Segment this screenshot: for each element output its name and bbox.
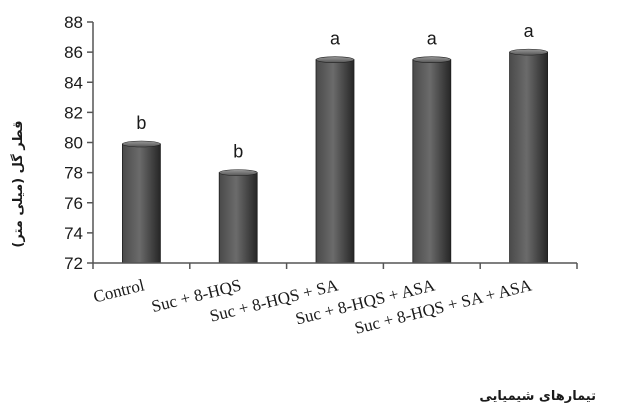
bar-5 <box>509 48 549 264</box>
y-tick-label: 88 <box>64 13 83 32</box>
y-tick-label: 72 <box>64 254 83 273</box>
bar-cap <box>122 140 161 148</box>
x-axis-title: تیمارهای شیمیایی <box>479 389 596 404</box>
bar-cap <box>315 56 355 63</box>
significance-letter: a <box>427 29 438 49</box>
x-category-label: Control <box>91 275 146 306</box>
bar-1 <box>122 140 161 264</box>
y-axis-title: قطر گل (میلی متر) <box>10 120 26 247</box>
significance-letters: b b a a a <box>136 21 534 162</box>
significance-letter: b <box>233 142 243 162</box>
bar-cap <box>412 56 452 63</box>
significance-letter: a <box>524 21 535 41</box>
bar-2 <box>218 169 258 264</box>
y-tick-label: 84 <box>64 73 83 92</box>
bar-body <box>218 172 258 264</box>
bar-body <box>412 59 452 264</box>
y-tick-label: 86 <box>64 43 83 62</box>
y-tick-label: 76 <box>64 194 83 213</box>
bar-4 <box>412 56 452 264</box>
bar-cap <box>509 48 548 56</box>
bar-body <box>122 143 161 264</box>
bar-cap <box>218 169 258 176</box>
bar-3 <box>315 56 355 264</box>
bar-body <box>315 59 355 264</box>
y-tick-label: 74 <box>64 224 83 243</box>
y-tick-label: 82 <box>64 103 83 122</box>
significance-letter: b <box>136 113 146 133</box>
y-tick-label: 80 <box>64 134 83 153</box>
y-tick-label: 78 <box>64 164 83 183</box>
significance-letter: a <box>330 29 341 49</box>
bars <box>122 48 549 264</box>
y-axis-ticks: 72 74 76 78 80 82 84 86 88 <box>64 13 578 273</box>
bar-body <box>509 51 549 264</box>
